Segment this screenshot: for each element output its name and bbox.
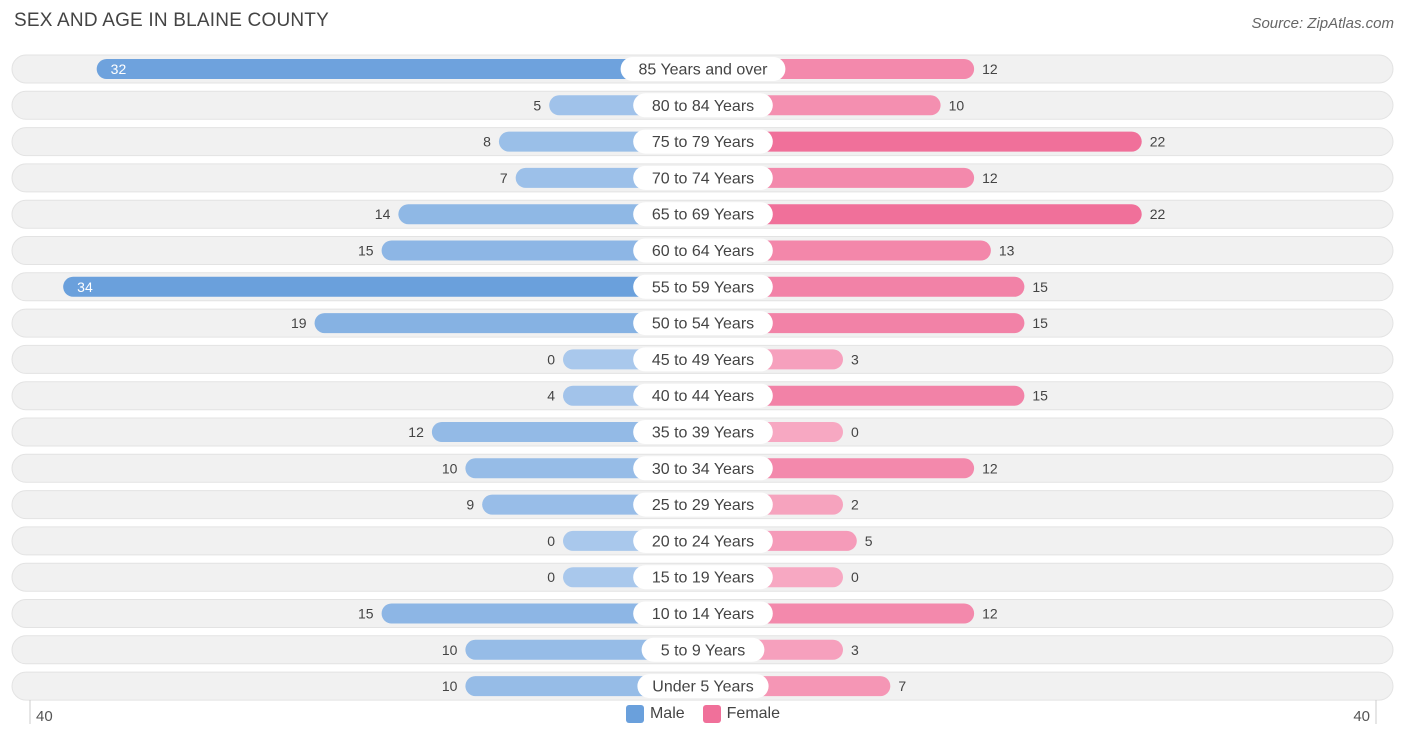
female-value-label: 15	[1032, 279, 1048, 295]
axis-right-label: 40	[1353, 708, 1370, 725]
female-value-label: 13	[999, 243, 1015, 259]
category-label: 40 to 44 Years	[652, 388, 754, 405]
female-bar	[703, 385, 1025, 406]
category-label: 5 to 9 Years	[661, 642, 746, 659]
category-label: 20 to 24 Years	[652, 533, 754, 550]
male-bar	[63, 276, 704, 297]
female-value-label: 7	[898, 678, 906, 694]
female-bar	[703, 313, 1025, 334]
category-label-pill	[620, 57, 786, 81]
female-value-label: 15	[1032, 388, 1048, 404]
category-label: 75 to 79 Years	[652, 134, 754, 151]
female-bar	[703, 276, 1025, 297]
male-value-label: 14	[375, 206, 391, 222]
category-label-pill	[633, 420, 773, 444]
category-label: 30 to 34 Years	[652, 461, 754, 478]
category-label: 55 to 59 Years	[652, 279, 754, 296]
category-label: 65 to 69 Years	[652, 207, 754, 224]
female-bar	[703, 131, 1142, 152]
category-label: 35 to 39 Years	[652, 425, 754, 442]
male-value-label: 0	[547, 533, 555, 549]
male-value-label: 0	[547, 569, 555, 585]
category-label-pill	[633, 93, 773, 118]
female-value-label: 15	[1032, 315, 1048, 331]
male-value-label: 19	[291, 315, 307, 331]
category-label-pill	[633, 456, 773, 481]
category-label-pill	[633, 528, 773, 553]
male-bar	[381, 603, 703, 624]
female-value-label: 3	[851, 642, 859, 658]
female-value-label: 2	[851, 497, 859, 513]
category-label-pill	[633, 129, 773, 154]
male-bar	[314, 313, 703, 334]
female-value-label: 12	[982, 170, 998, 186]
male-bar	[96, 59, 704, 79]
category-label: 25 to 29 Years	[652, 497, 754, 514]
female-value-label: 12	[982, 606, 998, 622]
female-value-label: 10	[949, 97, 965, 113]
female-bar	[703, 240, 991, 261]
category-label-pill	[633, 238, 773, 263]
category-label-pill	[633, 492, 773, 517]
female-value-label: 0	[851, 569, 859, 585]
legend-label-female: Female	[726, 705, 781, 722]
category-label-pill	[641, 637, 765, 662]
female-value-label: 22	[1150, 206, 1166, 222]
male-value-label: 10	[442, 642, 458, 658]
category-label: 50 to 54 Years	[652, 316, 754, 333]
male-value-label: 12	[408, 424, 424, 440]
female-value-label: 12	[982, 460, 998, 476]
category-label-pill	[633, 311, 773, 336]
male-value-label: 8	[483, 134, 491, 150]
category-label-pill	[633, 165, 773, 190]
category-label-pill	[633, 202, 773, 227]
female-value-label: 0	[851, 424, 859, 440]
male-value-label: 0	[547, 351, 555, 367]
legend: Male Female	[0, 705, 1406, 723]
female-value-label: 12	[982, 61, 998, 77]
category-label: 15 to 19 Years	[652, 570, 754, 587]
category-label: 85 Years and over	[639, 62, 769, 79]
female-value-label: 22	[1150, 134, 1166, 150]
category-label: 80 to 84 Years	[652, 98, 754, 115]
legend-item-female[interactable]: Female	[702, 705, 781, 723]
legend-item-male[interactable]: Male	[625, 705, 685, 723]
category-label: Under 5 Years	[652, 679, 753, 696]
category-label: 10 to 14 Years	[652, 606, 754, 623]
male-value-label: 15	[358, 243, 374, 259]
legend-swatch-female	[702, 705, 721, 723]
legend-swatch-male	[625, 705, 644, 723]
female-value-label: 5	[865, 533, 873, 549]
male-value-label: 9	[466, 497, 474, 513]
category-label-pill	[633, 565, 773, 590]
female-bar	[703, 204, 1142, 225]
male-value-label: 5	[533, 97, 541, 113]
male-value-label: 32	[111, 61, 127, 77]
male-value-label: 15	[358, 606, 374, 622]
category-label-pill	[637, 674, 769, 699]
male-value-label: 4	[547, 388, 555, 404]
male-value-label: 10	[442, 678, 458, 694]
category-label: 45 to 49 Years	[652, 352, 754, 369]
male-value-label: 10	[442, 460, 458, 476]
chart-source: Source: ZipAtlas.com	[1251, 15, 1394, 32]
male-value-label: 7	[500, 170, 508, 186]
category-label-pill	[633, 601, 773, 626]
male-value-label: 34	[77, 279, 93, 295]
category-label: 60 to 64 Years	[652, 243, 754, 260]
category-label-pill	[633, 347, 773, 372]
category-label-pill	[633, 383, 773, 408]
male-bar	[398, 204, 703, 225]
legend-label-male: Male	[649, 705, 685, 722]
female-value-label: 3	[851, 351, 859, 367]
chart-title: SEX AND AGE IN BLAINE COUNTY	[14, 10, 329, 31]
axis-left-label: 40	[36, 708, 53, 725]
category-label-pill	[633, 274, 773, 299]
category-label: 70 to 74 Years	[652, 170, 754, 187]
male-bar	[381, 240, 703, 261]
